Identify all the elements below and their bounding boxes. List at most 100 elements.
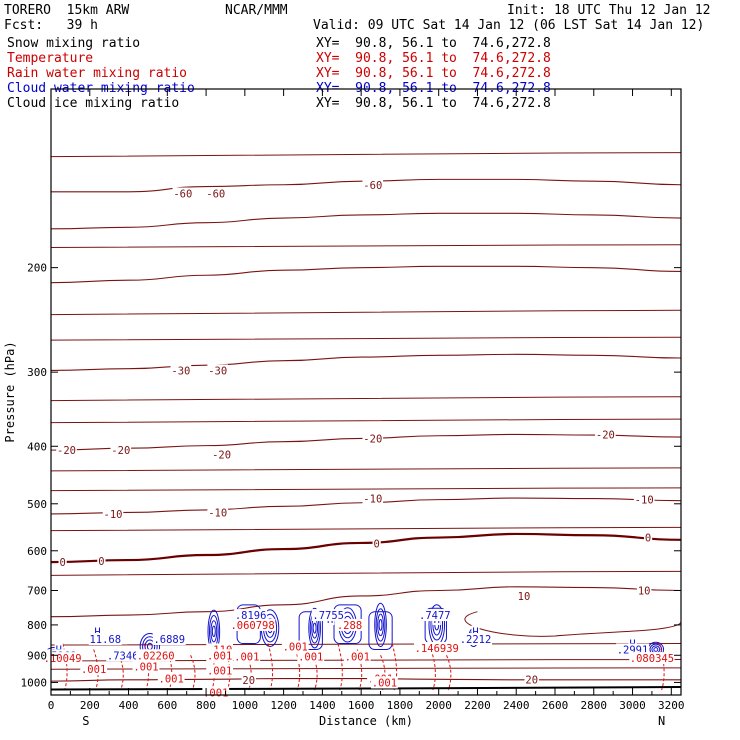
field-temperature-name: Temperature bbox=[7, 51, 94, 66]
isotherm-label-bg-11 bbox=[207, 506, 229, 519]
rain-shaft-10 bbox=[294, 649, 301, 691]
x-axis-label: Distance (km) bbox=[319, 714, 413, 728]
rain-label-bg-3 bbox=[136, 649, 176, 662]
isotherm-minor-4 bbox=[50, 396, 682, 402]
isotherm-label-bg-8 bbox=[362, 432, 384, 445]
isotherm-minus40 bbox=[50, 265, 682, 284]
x-tick-label-15: 3000 bbox=[619, 699, 646, 712]
rain-label-bg-16 bbox=[371, 676, 398, 689]
cloud-max-label-4: .7346 bbox=[107, 650, 139, 662]
isotherm-minor-9 bbox=[50, 570, 682, 576]
rain-shaft-9 bbox=[267, 643, 273, 691]
isotherm-label-bg-10 bbox=[102, 507, 124, 520]
cloud-max-label-13: .2212 bbox=[460, 634, 492, 646]
rain-label-bg-17 bbox=[414, 642, 460, 655]
valid-time: Valid: 09 UTC Sat 14 Jan 12 (06 LST Sat … bbox=[313, 18, 705, 33]
cloud-max-label-bg-0 bbox=[93, 625, 102, 638]
terrain-layer bbox=[50, 686, 682, 691]
cloud-cell-2-ring-1 bbox=[211, 625, 216, 638]
rain-label-4: .001 bbox=[159, 674, 184, 686]
isotherm-label-22: 20 bbox=[525, 674, 538, 686]
isotherm-label-bg-19 bbox=[636, 584, 652, 597]
rain-label-2: .001 bbox=[133, 661, 158, 673]
cloud-cell-4-ring-4 bbox=[308, 607, 321, 649]
isotherm-label-bg-20 bbox=[241, 673, 256, 686]
isotherm-minus50 bbox=[50, 212, 682, 230]
rain-shaft-4 bbox=[166, 649, 173, 691]
cloud-max-label-bg-13 bbox=[459, 633, 493, 646]
field-cloud-ice-xy: XY= 90.8, 56.1 to 74.6,272.8 bbox=[316, 96, 551, 111]
rain-label-17: .146939 bbox=[415, 643, 459, 655]
rain-label-7: .001 bbox=[207, 666, 232, 678]
x-tick-label-3: 600 bbox=[157, 699, 177, 712]
isotherm-0 bbox=[50, 532, 682, 564]
cloud-cell-6-ring-1 bbox=[378, 619, 383, 631]
rain-label-12: .001 bbox=[298, 652, 323, 664]
cloud-cell-9-ring-2 bbox=[651, 645, 661, 654]
isotherm-label-bg-12 bbox=[362, 492, 384, 505]
isotherm-label-14: 0 bbox=[59, 557, 65, 569]
isotherm-label-bg-4 bbox=[207, 364, 229, 377]
cloud-cell-4-ring-1 bbox=[312, 622, 317, 634]
cloud-max-label-5: .6889 bbox=[153, 634, 185, 646]
isotherm-label-7: -20 bbox=[212, 450, 231, 462]
field-snow-xy: XY= 90.8, 56.1 to 74.6,272.8 bbox=[316, 36, 551, 51]
isotherm-label-bg-14 bbox=[58, 556, 67, 569]
rain-label-bg-12 bbox=[297, 650, 325, 663]
isotherm-label-19: 10 bbox=[638, 586, 651, 598]
rain-label-13: .001 bbox=[345, 652, 370, 664]
rain-label-0: .10049 bbox=[44, 653, 82, 665]
rain-label-bg-4 bbox=[157, 672, 185, 685]
isotherm-minor-5 bbox=[50, 418, 682, 424]
cloud-max-label-bg-5 bbox=[152, 633, 186, 646]
x-tick-label-5: 1000 bbox=[232, 699, 259, 712]
rain-label-18: .080345 bbox=[630, 653, 674, 665]
isotherm-label-11: -10 bbox=[208, 507, 227, 519]
cloud-max-label-0: H bbox=[94, 626, 100, 638]
cloud-max-label-bg-7 bbox=[234, 609, 268, 622]
rain-label-1: .001 bbox=[81, 664, 106, 676]
cloud-max-label-bg-1 bbox=[88, 633, 122, 646]
isotherm-label-16: 0 bbox=[373, 538, 379, 550]
rain-shaft-15 bbox=[391, 643, 398, 691]
isotherm-label-bg-6 bbox=[110, 444, 132, 457]
isotherm-label-bg-1 bbox=[205, 187, 227, 200]
org-title: NCAR/MMM bbox=[225, 3, 288, 18]
cloud-max-label-bg-12 bbox=[471, 625, 480, 638]
model-title: TORERO 15km ARW bbox=[4, 3, 130, 18]
x-tick-label-10: 2000 bbox=[425, 699, 452, 712]
rain-label-11: .001 bbox=[234, 652, 259, 664]
y-tick-label-4: 600 bbox=[27, 545, 47, 558]
rain-label-10: .001 bbox=[283, 642, 308, 654]
isotherm-label-bg-2 bbox=[362, 178, 384, 191]
cloud-max-label-12: H bbox=[472, 626, 478, 638]
cloud-cell-9-ring-1 bbox=[653, 647, 659, 652]
isotherm-minus60 bbox=[51, 178, 682, 193]
isotherm-minus30 bbox=[50, 353, 682, 371]
x-tick-label-9: 1800 bbox=[387, 699, 414, 712]
field-cloud-ice-name: Cloud ice mixing ratio bbox=[7, 96, 180, 111]
y-tick-label-7: 900 bbox=[27, 649, 47, 662]
y-tick-label-3: 500 bbox=[27, 498, 47, 511]
isotherm-bubble bbox=[464, 611, 682, 637]
isotherm-label-1: -60 bbox=[206, 188, 225, 200]
rain-label-14: .288 bbox=[337, 620, 362, 632]
isotherm-minor-3 bbox=[50, 336, 682, 341]
y-tick-label-2: 400 bbox=[27, 440, 47, 453]
isotherm-label-5: -20 bbox=[57, 445, 76, 457]
isotherm-label-bg-3 bbox=[170, 364, 192, 377]
north-end-label: N bbox=[658, 714, 665, 728]
ice-cell-3 bbox=[368, 611, 393, 650]
isotherm-label-9: -20 bbox=[596, 429, 615, 441]
cloud-cell-1-ring-1 bbox=[146, 642, 153, 651]
x-tick-label-14: 2800 bbox=[581, 699, 608, 712]
axes-layer: 0 200 400 600 800 1000 1200 1400 1600 1800 2000 220… bbox=[21, 89, 685, 712]
cloud-max-label-1: 11.68 bbox=[89, 634, 121, 646]
x-tick-label-7: 1400 bbox=[309, 699, 336, 712]
rain-label-bg-11 bbox=[233, 650, 261, 663]
cloud-cell-6-ring-3 bbox=[375, 608, 386, 642]
x-tick-label-4: 800 bbox=[196, 699, 216, 712]
rain-label-16: .001 bbox=[372, 677, 397, 689]
rain-label-bg-1 bbox=[80, 663, 108, 676]
rain-label-bg-14 bbox=[336, 618, 363, 631]
